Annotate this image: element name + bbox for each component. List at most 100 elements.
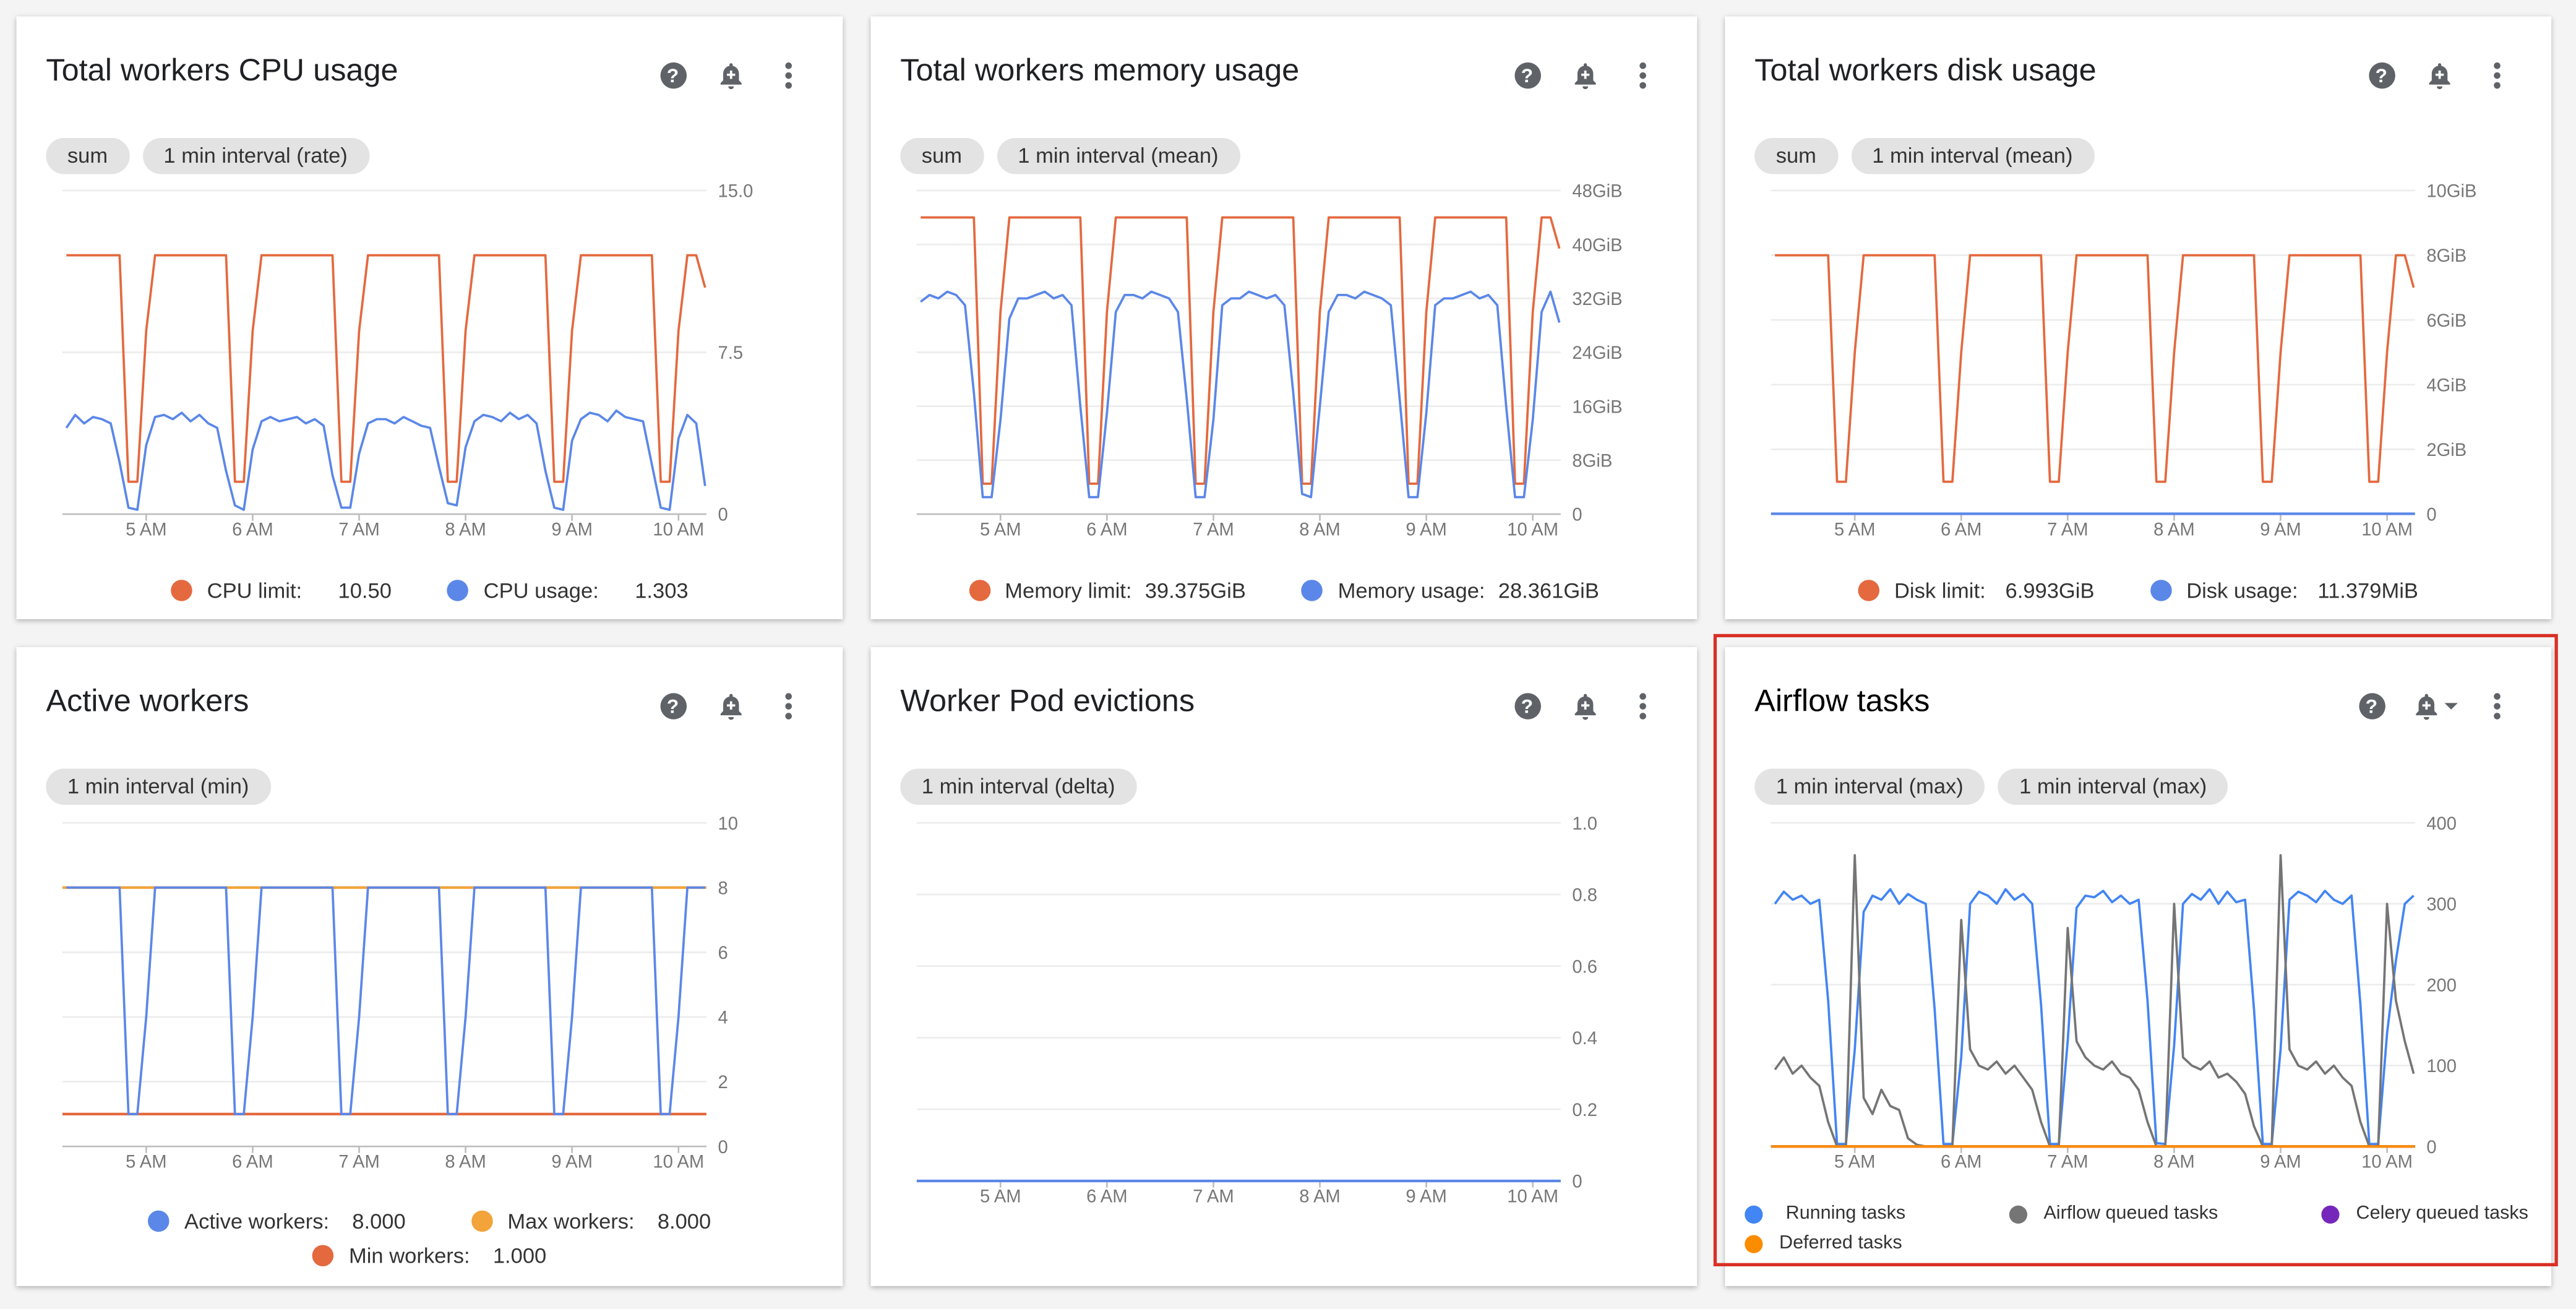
legend-item-airflow-queued-tasks[interactable]: Airflow queued tasks (2009, 1204, 2218, 1224)
legend-dot (171, 580, 192, 601)
add-alert-bell-icon[interactable] (715, 690, 745, 721)
x-tick-label: 6 AM (1086, 1187, 1128, 1206)
pod-evictions-card: 0 0.2 0.4 0.6 0.8 1.0 5 AM 6 AM 7 AM 8 AM 9 AM 10 A… (870, 647, 1698, 1286)
add-alert-bell-icon[interactable] (715, 59, 745, 90)
x-tick-label: 9 AM (1406, 520, 1447, 540)
legend-value: 11.379MiB (2317, 578, 2418, 603)
alert-dropdown-button[interactable] (2410, 690, 2458, 721)
legend-item-deferred-tasks[interactable]: Deferred tasks (1745, 1234, 1902, 1253)
help-circle-icon[interactable]: ? (657, 59, 688, 90)
legend-item-min-workers[interactable]: Min workers: 1.000 (312, 1243, 546, 1268)
x-tick-label: 8 AM (1299, 520, 1341, 540)
interval-chip[interactable]: 1 min interval (mean) (1850, 138, 2095, 174)
y-tick-label: 16GiB (1572, 397, 1622, 417)
series-line-memory-usage (920, 290, 1561, 499)
aggregation-chip[interactable]: sum (900, 138, 984, 174)
y-tick-label: 2 (718, 1073, 728, 1092)
legend-item-memory-limit[interactable]: Memory limit: 39.375GiB (968, 578, 1246, 603)
more-vert-icon[interactable] (1626, 690, 1657, 721)
legend-value: 1.303 (635, 578, 689, 603)
legend-dot (2321, 1204, 2340, 1223)
y-tick-label: 0 (718, 505, 728, 525)
x-tick-label: 8 AM (1299, 1187, 1341, 1206)
y-tick-label: 400 (2426, 814, 2457, 834)
disk-usage-card: 0 2GiB 4GiB 6GiB 8GiB 10GiB 5 AM 6 AM 7 AM 8 AM 9 … (1725, 16, 2552, 619)
y-tick-label: 10 (718, 814, 737, 834)
legend-item-memory-usage[interactable]: Memory usage: 28.361GiB (1302, 578, 1599, 603)
y-tick-label: 0.4 (1572, 1029, 1597, 1049)
legend-item-disk-usage[interactable]: Disk usage: 11.379MiB (2150, 578, 2418, 603)
legend-label: Running tasks (1785, 1204, 1906, 1224)
aggregation-chip[interactable]: sum (1754, 138, 1838, 174)
legend-item-cpu-usage[interactable]: CPU usage: 1.303 (447, 578, 689, 603)
legend-item-active-workers[interactable]: Active workers: 8.000 (148, 1209, 406, 1234)
y-tick-label: 200 (2426, 976, 2457, 995)
more-vert-icon[interactable] (772, 690, 803, 721)
x-tick-label: 7 AM (1193, 520, 1234, 540)
legend-label: CPU usage: (483, 578, 599, 603)
y-tick-label: 15.0 (718, 182, 753, 202)
y-tick-label: 0 (2426, 1138, 2436, 1157)
legend-item-cpu-limit[interactable]: CPU limit: 10.50 (171, 578, 392, 603)
help-circle-icon[interactable]: ? (2356, 690, 2387, 721)
more-vert-icon[interactable] (1626, 59, 1657, 90)
add-alert-bell-icon[interactable] (2423, 59, 2454, 90)
interval-chip[interactable]: 1 min interval (max) (1998, 768, 2228, 805)
aggregation-chip[interactable]: sum (46, 138, 129, 174)
legend-item-disk-limit[interactable]: Disk limit: 6.993GiB (1858, 578, 2094, 603)
legend-label: CPU limit: (207, 578, 303, 603)
legend-dot (1745, 1234, 1763, 1253)
series-line-cpu-limit (66, 254, 706, 483)
interval-chip[interactable]: 1 min interval (delta) (900, 768, 1137, 805)
x-tick-label: 10 AM (653, 1152, 704, 1172)
x-tick-label: 8 AM (445, 520, 486, 540)
interval-chip[interactable]: 1 min interval (max) (1754, 768, 1985, 805)
y-tick-label: 0.6 (1572, 957, 1597, 977)
series-line-running-tasks (1774, 888, 2415, 1146)
x-tick-label: 6 AM (1941, 520, 1982, 540)
series-line-memory-limit (921, 216, 1561, 485)
help-circle-icon[interactable]: ? (1511, 690, 1542, 721)
legend-dot (471, 1210, 493, 1232)
chart-legend: Running tasks Airflow queued tasks Celer… (1745, 1204, 2528, 1253)
chart-legend: Memory limit: 39.375GiB Memory usage: 28.3… (870, 578, 1697, 603)
y-tick-label: 48GiB (1572, 182, 1622, 202)
legend-dot (148, 1210, 170, 1232)
legend-item-running-tasks[interactable]: Running tasks (1745, 1204, 1905, 1224)
card-title: Active workers (46, 685, 249, 719)
series-line-active-workers (66, 886, 705, 1115)
y-tick-label: 0 (718, 1138, 728, 1157)
interval-chip[interactable]: 1 min interval (rate) (142, 138, 369, 174)
x-tick-label: 5 AM (126, 1152, 167, 1172)
x-tick-label: 9 AM (2260, 520, 2301, 540)
series-line-airflow-queued-tasks (1774, 854, 2415, 1148)
legend-dot (1745, 1204, 1763, 1223)
x-tick-label: 10 AM (653, 520, 704, 540)
legend-dot (968, 580, 990, 601)
x-tick-label: 6 AM (1086, 520, 1128, 540)
y-tick-label: 4 (718, 1008, 728, 1028)
legend-label: Deferred tasks (1779, 1233, 1902, 1253)
legend-label: Disk limit: (1894, 578, 1986, 603)
more-vert-icon[interactable] (772, 59, 803, 90)
help-circle-icon[interactable]: ? (657, 690, 688, 721)
x-tick-label: 5 AM (980, 520, 1021, 540)
y-tick-label: 300 (2426, 895, 2457, 915)
x-tick-label: 6 AM (232, 520, 273, 540)
more-vert-icon[interactable] (2481, 690, 2512, 721)
legend-item-max-workers[interactable]: Max workers: 8.000 (471, 1209, 711, 1234)
chart-legend: CPU limit: 10.50 CPU usage: 1.303 (17, 578, 843, 603)
x-tick-label: 7 AM (2047, 520, 2089, 540)
y-tick-label: 6GiB (2426, 311, 2467, 331)
x-tick-label: 6 AM (232, 1152, 273, 1172)
add-alert-bell-icon[interactable] (1569, 59, 1600, 90)
y-tick-label: 0.2 (1572, 1101, 1597, 1120)
interval-chip[interactable]: 1 min interval (min) (46, 768, 270, 805)
interval-chip[interactable]: 1 min interval (mean) (996, 138, 1240, 174)
add-alert-bell-icon[interactable] (1569, 690, 1600, 721)
legend-item-celery-queued-tasks[interactable]: Celery queued tasks (2321, 1204, 2528, 1224)
help-circle-icon[interactable]: ? (2366, 59, 2397, 90)
y-tick-label: 2GiB (2426, 440, 2467, 460)
more-vert-icon[interactable] (2481, 59, 2512, 90)
help-circle-icon[interactable]: ? (1511, 59, 1542, 90)
